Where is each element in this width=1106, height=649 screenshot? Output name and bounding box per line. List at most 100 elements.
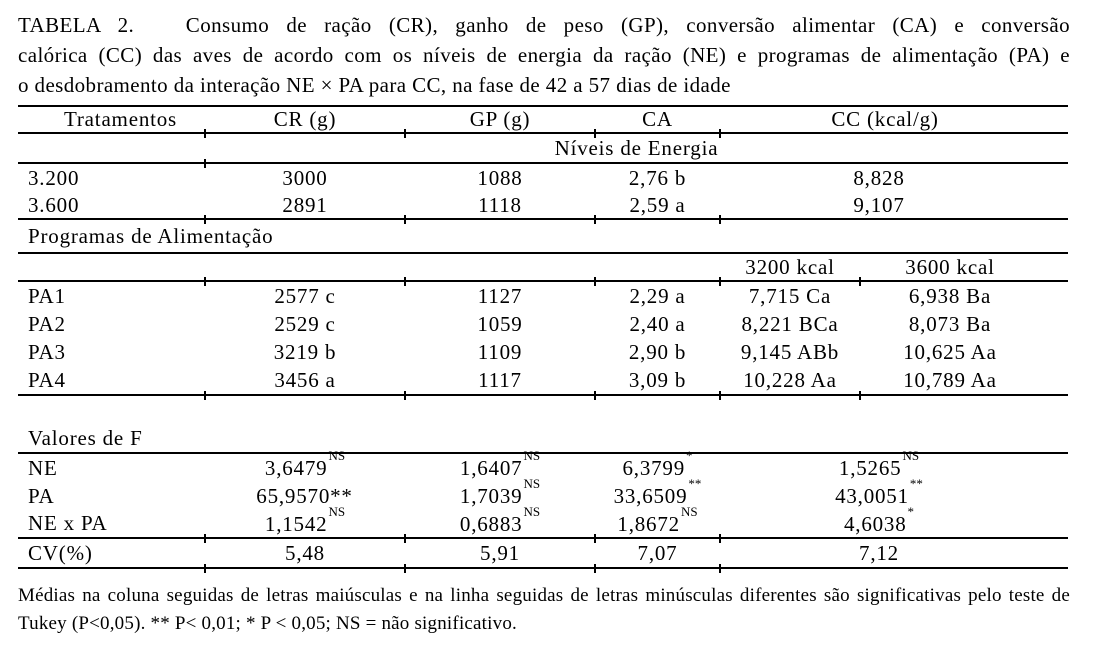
table-row: PA1 2577 c 1127 2,29 a 7,715 Ca 6,938 Ba — [18, 281, 1068, 310]
cell-cv-cc: 7,12 — [720, 538, 1068, 569]
cell-gp: 1059 — [477, 311, 523, 336]
cell-cr: 3000 — [282, 165, 328, 190]
cell-ca-f: 1,8672NS — [595, 504, 721, 543]
section-energy-title-row: Níveis de Energia — [18, 133, 1068, 167]
cell-cc-3200: 10,228 Aa — [720, 367, 861, 400]
subheader-cc-3600: 3600 kcal — [860, 253, 1068, 282]
table-row: PA2 2529 c 1059 2,40 a 8,221 BCa 8,073 B… — [18, 310, 1068, 338]
cell-cc-3200: 8,221 BCa — [741, 311, 839, 336]
caption-line-2: calórica (CC) das aves de acordo com os … — [18, 43, 1070, 67]
cell-cv-gp: 5,91 — [405, 538, 596, 572]
significance-sup: NS — [902, 448, 920, 463]
cell-gp: 1127 — [477, 283, 523, 308]
header-treatments: Tratamentos — [18, 106, 206, 137]
section-title-energy: Níveis de Energia — [205, 133, 1068, 164]
cell-cc-f: 4,6038* — [720, 504, 1068, 539]
table-caption: TABELA 2. Consumo de ração (CR), ganho d… — [18, 10, 1070, 100]
table-row: NE 3,6479NS 1,6407NS 6,3799* 1,5265NS — [18, 448, 1068, 482]
cell-cv-cr: 5,48 — [205, 538, 406, 572]
section-title-fvalues: Valores de F — [18, 425, 1068, 454]
significance-sup: NS — [523, 476, 541, 491]
cell-source: NE x PA — [18, 510, 206, 543]
footnote-line-1: Médias na coluna seguidas de letras maiú… — [18, 585, 1070, 606]
cell-gp-f: 1,6407NS — [459, 448, 541, 480]
cell-cr-f: 3,6479NS — [264, 448, 346, 480]
cell-cv-label: CV(%) — [18, 538, 206, 572]
cell-treatment: PA1 — [28, 283, 66, 308]
section-fvalues-title-row: Valores de F — [18, 425, 1068, 454]
cell-ca: 2,76 b — [628, 165, 687, 190]
cell-treatment: PA2 — [28, 311, 66, 336]
section-programs-title-row: Programas de Alimentação — [18, 219, 1068, 254]
cell-gp: 1117 — [405, 367, 596, 400]
table-row: PA3 3219 b 1109 2,90 b 9,145 ABb 10,625 … — [18, 338, 1068, 367]
cell-cr: 2891 — [205, 192, 406, 224]
cell-cc-3600: 8,073 Ba — [908, 311, 992, 336]
cell-treatment: 3.200 — [28, 165, 80, 190]
cell-cc-3200: 7,715 Ca — [748, 283, 832, 308]
footnote-line-2: Tukey (P<0,05). ** P< 0,01; * P < 0,05; … — [18, 613, 517, 634]
cell-cc: 8,828 — [853, 165, 905, 190]
table-row: 3.200 3000 1088 2,76 b 8,828 — [18, 163, 1068, 192]
cell-gp: 1118 — [405, 192, 596, 224]
caption-line-1: TABELA 2. Consumo de ração (CR), ganho d… — [18, 13, 1070, 37]
significance-sup: ** — [909, 476, 923, 491]
cell-cc: 9,107 — [720, 192, 1068, 220]
significance-sup: NS — [328, 503, 346, 519]
results-table: Tratamentos CR (g) GP (g) CA CC (kcal/g)… — [18, 105, 1068, 572]
header-ca: CA — [595, 106, 721, 137]
header-cr: CR (g) — [205, 106, 406, 137]
header-cc: CC (kcal/g) — [720, 106, 1068, 134]
section-title-programs: Programas de Alimentação — [18, 219, 1068, 254]
caption-line-3: o desdobramento da interação NE × PA par… — [18, 73, 731, 97]
cell-cr: 2529 c — [274, 311, 336, 336]
spacer-row — [18, 395, 1068, 425]
table-row: NE x PA 1,1542NS 0,6883NS 1,8672NS 4,603… — [18, 504, 1068, 543]
significance-sup: ** — [688, 476, 702, 491]
cell-gp-f: 0,6883NS — [405, 504, 596, 543]
cell-cc-f: 1,5265NS — [838, 448, 920, 480]
cell-cv-ca: 7,07 — [595, 538, 721, 572]
cell-ca: 2,90 b — [628, 340, 687, 364]
cell-treatment: PA3 — [28, 340, 66, 364]
cell-gp-f: 1,7039NS — [459, 476, 541, 508]
header-gp: GP (g) — [405, 106, 596, 137]
cell-cr-f: 65,9570** — [256, 484, 353, 508]
significance-sup: NS — [328, 448, 346, 463]
cell-source: NE — [28, 455, 58, 480]
table-row: PA4 3456 a 1117 3,09 b 10,228 Aa 10,789 … — [18, 367, 1068, 400]
cell-ca: 2,40 a — [629, 311, 686, 336]
cell-cc-3600: 10,789 Aa — [860, 367, 1068, 396]
cell-treatment: PA4 — [18, 367, 206, 400]
table-footnote: Médias na coluna seguidas de letras maiú… — [18, 582, 1070, 638]
significance-sup: NS — [523, 448, 541, 463]
cell-ca: 2,59 a — [595, 192, 721, 224]
cell-gp: 1088 — [477, 165, 523, 190]
table-row: PA 65,9570** 1,7039NS 33,6509** 43,0051*… — [18, 476, 1068, 510]
cell-cc-3200: 9,145 ABb — [740, 340, 840, 364]
significance-sup: * — [686, 448, 693, 463]
significance-sup: NS — [523, 503, 541, 519]
subheader-cc-3200: 3200 kcal — [720, 253, 861, 285]
cell-cr-f: 1,1542NS — [205, 504, 406, 543]
cc-subheader-row: 3200 kcal 3600 kcal — [18, 253, 1068, 285]
cell-cc-3600: 6,938 Ba — [908, 283, 992, 308]
cv-row: CV(%) 5,48 5,91 7,07 7,12 — [18, 538, 1068, 572]
cell-cr: 2577 c — [274, 283, 336, 308]
cell-cc-3600: 10,625 Aa — [903, 340, 997, 364]
cell-ca: 2,29 a — [629, 283, 686, 308]
cell-cr: 3219 b — [273, 340, 337, 364]
table-row: 3.600 2891 1118 2,59 a 9,107 — [18, 192, 1068, 224]
cell-cc-f: 43,0051** — [835, 476, 923, 508]
significance-sup: * — [907, 503, 915, 519]
significance-sup: NS — [680, 503, 698, 519]
cell-treatment: 3.600 — [18, 192, 206, 224]
table-header-row: Tratamentos CR (g) GP (g) CA CC (kcal/g) — [18, 106, 1068, 137]
cell-cr: 3456 a — [205, 367, 406, 400]
cell-ca: 3,09 b — [595, 367, 721, 400]
cell-ca-f: 6,3799* — [622, 448, 693, 480]
cell-source: PA — [28, 483, 55, 508]
cell-ca-f: 33,6509** — [613, 476, 702, 508]
cell-gp: 1109 — [477, 340, 523, 364]
